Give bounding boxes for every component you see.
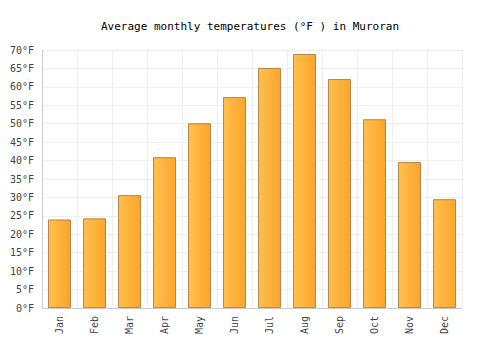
svg-text:10°F: 10°F xyxy=(10,266,34,277)
svg-text:5°F: 5°F xyxy=(16,284,34,295)
svg-text:Apr: Apr xyxy=(159,316,170,334)
svg-text:70°F: 70°F xyxy=(10,45,34,56)
svg-text:Feb: Feb xyxy=(89,316,100,334)
svg-text:Jul: Jul xyxy=(264,316,275,334)
svg-text:55°F: 55°F xyxy=(10,100,34,111)
svg-text:Dec: Dec xyxy=(439,316,450,334)
svg-text:May: May xyxy=(194,316,205,334)
svg-text:Average monthly temperatures (: Average monthly temperatures (°F ) in Mu… xyxy=(101,20,399,33)
svg-text:65°F: 65°F xyxy=(10,63,34,74)
svg-text:40°F: 40°F xyxy=(10,155,34,166)
svg-text:45°F: 45°F xyxy=(10,137,34,148)
svg-text:Mar: Mar xyxy=(124,316,135,334)
svg-text:Oct: Oct xyxy=(369,316,380,334)
svg-text:60°F: 60°F xyxy=(10,81,34,92)
svg-text:20°F: 20°F xyxy=(10,229,34,240)
svg-text:Aug: Aug xyxy=(299,316,310,334)
svg-text:Nov: Nov xyxy=(404,316,415,334)
svg-text:Jun: Jun xyxy=(229,316,240,334)
svg-text:0°F: 0°F xyxy=(16,303,34,314)
svg-text:15°F: 15°F xyxy=(10,247,34,258)
svg-text:25°F: 25°F xyxy=(10,210,34,221)
svg-text:35°F: 35°F xyxy=(10,174,34,185)
svg-text:50°F: 50°F xyxy=(10,118,34,129)
svg-text:Sep: Sep xyxy=(334,316,345,334)
svg-text:30°F: 30°F xyxy=(10,192,34,203)
svg-text:Jan: Jan xyxy=(54,316,65,334)
